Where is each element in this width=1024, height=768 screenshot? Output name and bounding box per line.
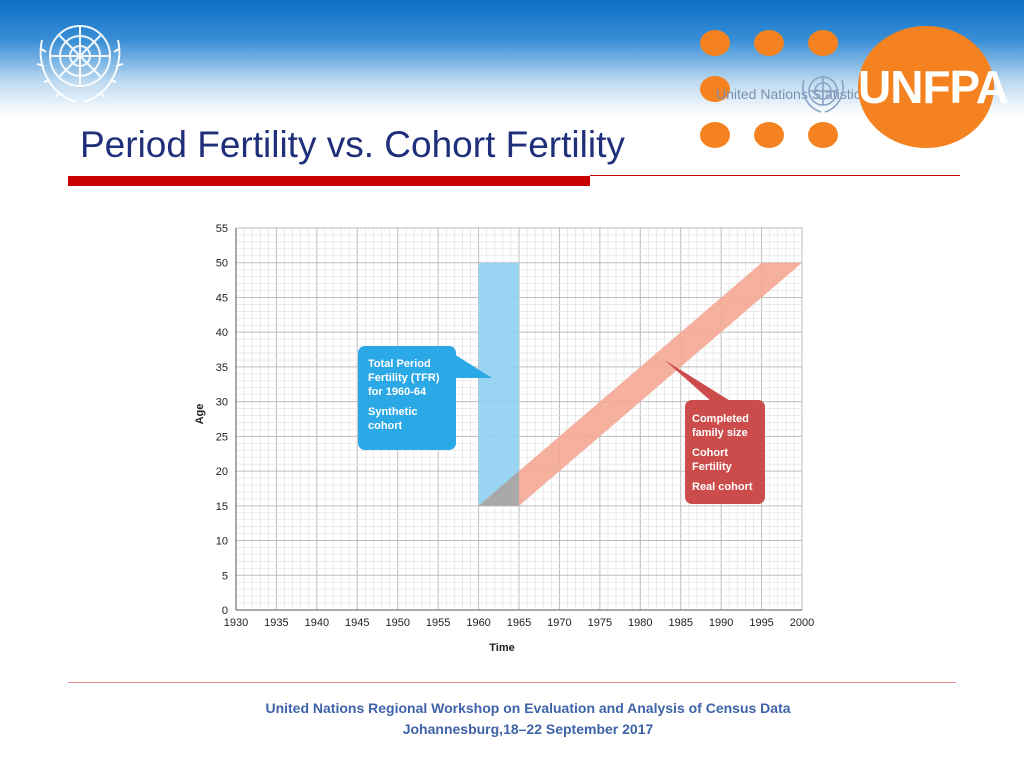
x-tick-label: 1955	[426, 617, 450, 629]
callout-text: Fertility	[692, 461, 733, 473]
chart-bands	[478, 262, 802, 506]
lexis-diagram: 1930 1935 1940 1945 1950 1955 1960 1965 1970 1975…	[194, 223, 814, 654]
callout-pointer	[454, 354, 492, 378]
y-tick-label: 45	[216, 292, 228, 304]
y-tick-label: 40	[216, 327, 228, 339]
unfpa-logo	[858, 26, 994, 148]
decorative-dots	[700, 30, 840, 150]
y-tick-label: 15	[216, 501, 228, 513]
header-band	[0, 0, 1024, 116]
period-band	[478, 262, 519, 506]
callout-text: for 1960-64	[368, 386, 427, 398]
callout-text: cohort	[368, 420, 403, 432]
callout-box	[358, 346, 456, 450]
y-tick-label: 30	[216, 397, 228, 409]
callout-1: Total Period Fertility (TFR) for 1960-64 Sy…	[358, 346, 492, 450]
title-underline-thin	[590, 175, 960, 176]
dot-icon	[754, 30, 784, 56]
x-tick-label: 1990	[709, 617, 733, 629]
y-tick-label: 5	[222, 570, 228, 582]
y-tick-label: 25	[216, 431, 228, 443]
band-overlap	[478, 471, 519, 506]
x-tick-label: 1935	[264, 617, 288, 629]
footer-line-1: United Nations Regional Workshop on Eval…	[265, 700, 791, 716]
y-tick-label: 50	[216, 258, 228, 270]
x-tick-label: 1975	[588, 617, 612, 629]
callout-text: Synthetic	[368, 406, 418, 418]
unfpa-wordmark: UNFPA	[858, 61, 1009, 113]
un-emblem-icon	[36, 25, 124, 103]
dot-icon	[754, 122, 784, 148]
x-tick-label: 1960	[466, 617, 490, 629]
x-tick-label: 1995	[749, 617, 773, 629]
x-tick-label: 1985	[668, 617, 692, 629]
dot-icon	[700, 122, 730, 148]
footer-line-2: Johannesburg,18–22 September 2017	[402, 721, 654, 737]
x-axis-label: Time	[489, 642, 514, 654]
x-tick-label: 1940	[305, 617, 329, 629]
slide-title: Period Fertility vs. Cohort Fertility	[80, 124, 625, 165]
dot-icon	[808, 122, 838, 148]
x-tick-label: 2000	[790, 617, 814, 629]
partner-logo-text: United Nations Statistics	[716, 86, 868, 102]
y-tick-label: 0	[222, 605, 228, 617]
dot-icon	[700, 76, 730, 102]
x-tick-label: 1950	[385, 617, 409, 629]
y-tick-label: 55	[216, 223, 228, 235]
callout-text: Cohort	[692, 447, 728, 459]
title-underline	[68, 176, 590, 186]
un-small-emblem-icon	[802, 76, 844, 113]
x-tick-label: 1980	[628, 617, 652, 629]
callout-text: Real cohort	[692, 481, 753, 493]
chart-axes	[235, 228, 802, 611]
y-tick-label: 20	[216, 466, 228, 478]
chart-callouts: Total Period Fertility (TFR) for 1960-64 Sy…	[358, 346, 765, 504]
x-tick-label: 1965	[507, 617, 531, 629]
y-axis-label: Age	[194, 404, 206, 425]
footer-divider	[68, 682, 956, 683]
footer: United Nations Regional Workshop on Eval…	[0, 698, 1024, 740]
callout-text: family size	[692, 427, 748, 439]
x-tick-label: 1970	[547, 617, 571, 629]
callout-text: Fertility (TFR)	[368, 372, 440, 384]
chart-ticks: 1930 1935 1940 1945 1950 1955 1960 1965 1970 1975…	[216, 223, 814, 629]
cohort-band	[478, 262, 802, 506]
x-tick-label: 1930	[224, 617, 248, 629]
callout-2: Completed family size Cohort Fertility Real …	[664, 359, 765, 504]
dot-icon	[808, 30, 838, 56]
callout-text: Total Period	[368, 358, 431, 370]
callout-text: Completed	[692, 413, 749, 425]
dot-icon	[700, 30, 730, 56]
x-tick-label: 1945	[345, 617, 369, 629]
callout-box	[685, 400, 765, 504]
y-tick-label: 10	[216, 536, 228, 548]
y-tick-label: 35	[216, 362, 228, 374]
callout-pointer	[664, 359, 732, 402]
